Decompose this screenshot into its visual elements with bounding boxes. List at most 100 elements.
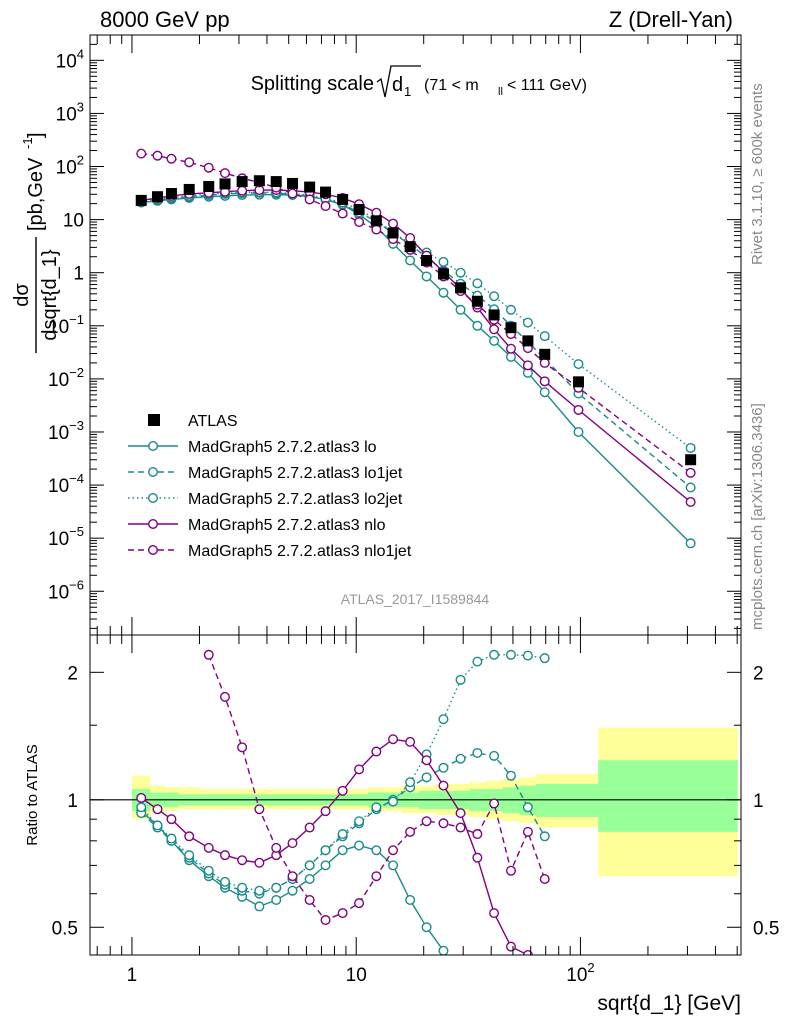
ratio-series-marker	[455, 808, 466, 819]
main-series-marker	[539, 357, 550, 368]
atlas-data-point	[287, 177, 299, 189]
atlas-data-point	[165, 188, 177, 200]
ratio-series-madgraph5-2-7-2-atlas3-lo2jet	[136, 649, 550, 896]
main-y-label: dσ dsqrt{d_1} [pb,GeV -1 ]	[11, 132, 61, 353]
ratio-band-green	[553, 783, 599, 818]
ratio-series-marker	[371, 871, 382, 882]
ratio-series-marker	[505, 649, 516, 660]
legend-item: MadGraph5 2.7.2.atlas3 nlo	[128, 517, 386, 534]
legend-label: MadGraph5 2.7.2.atlas3 lo2jet	[188, 491, 403, 508]
main-series-marker	[320, 201, 331, 212]
ratio-series-marker	[136, 792, 147, 803]
ratio-series-marker	[472, 747, 483, 758]
ratio-series-marker	[405, 777, 416, 788]
ratio-series-marker	[254, 901, 265, 912]
ratio-series-marker	[320, 860, 331, 871]
atlas-data-point	[253, 175, 265, 187]
ratio-series-marker	[254, 885, 265, 896]
ratio-series-marker	[489, 908, 500, 919]
ratio-series-marker	[421, 755, 432, 766]
atlas-data-point	[320, 186, 332, 198]
atlas-data-point	[337, 193, 349, 205]
main-series-madgraph5-2-7-2-atlas3-nlo	[136, 185, 696, 507]
main-series-marker	[152, 150, 163, 161]
chart-title: Splitting scale d 1 (71 < m ll < 111 GeV…	[251, 65, 587, 99]
ratio-series-marker	[505, 865, 516, 876]
title-sqrt-base: d	[392, 74, 403, 96]
main-x-ticks	[96, 35, 738, 635]
main-series-marker	[184, 157, 195, 168]
ylabel-numerator: dσ	[11, 283, 33, 307]
atlas-data-point	[353, 204, 365, 216]
main-y-tick-label: 10−1	[48, 312, 84, 338]
ratio-series-marker	[472, 829, 483, 840]
ratio-series-marker	[455, 822, 466, 833]
ratio-series-marker	[539, 874, 550, 885]
ratio-series-marker	[254, 857, 265, 868]
legend-label: ATLAS	[188, 413, 238, 430]
main-series-marker	[573, 404, 584, 415]
atlas-data-point	[183, 183, 195, 195]
main-series-marker	[438, 256, 449, 267]
ratio-series-marker	[388, 860, 399, 871]
ratio-series-marker	[166, 833, 177, 844]
ratio-series-marker	[203, 865, 214, 876]
main-series-marker	[472, 320, 483, 331]
legend-item: MadGraph5 2.7.2.atlas3 nlo1jet	[128, 543, 412, 560]
ratio-series-marker	[472, 656, 483, 667]
ratio-series-marker	[438, 714, 449, 725]
ratio-series-marker	[455, 674, 466, 685]
ratio-series-marker	[254, 804, 265, 815]
main-series-marker	[472, 278, 483, 289]
title-range-sub: ll	[498, 86, 503, 98]
ratio-series-marker	[456, 969, 465, 978]
title-range-pre: (71 < m	[424, 77, 479, 94]
atlas-data-point	[488, 309, 500, 321]
ratio-series-line	[140, 654, 545, 892]
atlas-data-point	[387, 227, 399, 239]
ratio-series-marker	[405, 894, 416, 905]
main-series-marker	[354, 217, 365, 228]
main-y-tick-label: 103	[56, 99, 84, 125]
legend-label: MadGraph5 2.7.2.atlas3 lo	[188, 439, 377, 456]
main-series-marker	[685, 467, 696, 478]
ratio-series-marker	[203, 649, 214, 660]
ratio-series-marker	[371, 746, 382, 757]
ratio-series-marker	[371, 802, 382, 813]
ratio-series-marker	[304, 822, 315, 833]
atlas-data-point	[203, 181, 215, 193]
main-series-marker	[489, 291, 500, 302]
main-series-marker	[685, 482, 696, 493]
ratio-series-marker	[388, 845, 399, 856]
ylabel-unit-sup: -1	[20, 137, 35, 149]
ratio-series-marker	[220, 876, 231, 887]
ratio-series-marker	[522, 950, 533, 955]
main-y-tick-label: 10−4	[48, 471, 84, 497]
main-series-marker	[539, 387, 550, 398]
ratio-y-label: Ratio to ATLAS	[24, 744, 41, 845]
rivet-label: Rivet 3.1.10, ≥ 600k events	[749, 83, 766, 265]
atlas-data-point	[152, 191, 164, 203]
ratio-series-marker	[184, 850, 195, 861]
ratio-series-marker	[489, 798, 500, 809]
legend-item: MadGraph5 2.7.2.atlas3 lo2jet	[128, 491, 403, 508]
ratio-y-tick-label-right: 2	[753, 663, 764, 684]
ratio-panel: 2 2 1 1 0.5 0.5 1 10 102 Ratio to ATLAS sqrt{d_…	[24, 634, 779, 1015]
main-series-marker	[136, 148, 147, 159]
main-series-line	[141, 152, 692, 474]
legend-label: MadGraph5 2.7.2.atlas3 nlo1jet	[188, 543, 412, 560]
main-series-marker	[304, 194, 315, 205]
ratio-series-marker	[505, 941, 516, 952]
ratio-series-line	[140, 738, 529, 955]
ratio-series-marker	[522, 650, 533, 661]
ratio-series-marker	[489, 649, 500, 660]
atlas-data-point	[370, 215, 382, 227]
main-series-marker	[455, 267, 466, 278]
ratio-y-tick-label-right: 1	[753, 791, 764, 812]
ylabel-denominator: dsqrt{d_1}	[39, 249, 61, 341]
ratio-series-marker	[220, 691, 231, 702]
ratio-series-marker	[522, 826, 533, 837]
atlas-data-point	[219, 178, 231, 190]
